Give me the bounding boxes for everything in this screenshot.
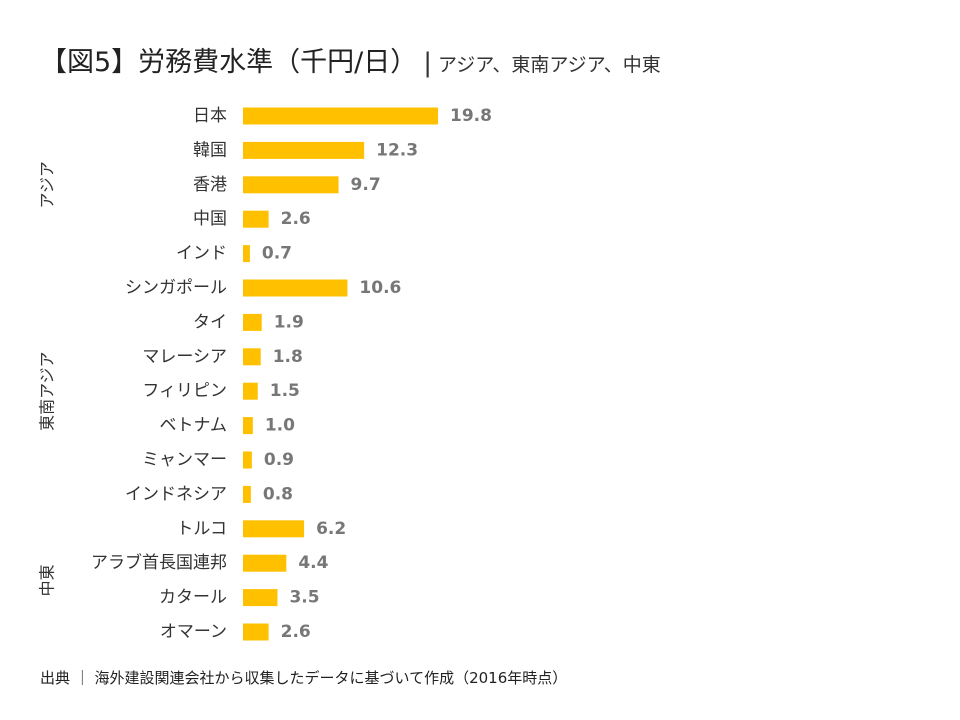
category-label: インドネシア <box>125 484 227 504</box>
value-label: 12.3 <box>376 140 418 160</box>
group-label: 東南アジア <box>38 352 57 431</box>
bar <box>243 348 261 366</box>
group-label: アジア <box>38 161 57 208</box>
value-label: 0.7 <box>262 244 292 264</box>
category-label: 韓国 <box>193 140 227 160</box>
chart-subtitle: アジア、東南アジア、中東 <box>438 54 661 76</box>
bar <box>243 141 365 159</box>
category-label: マレーシア <box>142 347 227 367</box>
value-label: 0.9 <box>264 450 294 470</box>
group-label: 中東 <box>38 564 57 596</box>
value-label: 6.2 <box>316 519 346 539</box>
bar <box>243 485 251 503</box>
bar <box>243 623 269 641</box>
value-label: 2.6 <box>281 622 311 642</box>
category-label: 中国 <box>193 209 227 229</box>
value-label: 1.0 <box>265 416 295 436</box>
value-label: 2.6 <box>281 209 311 229</box>
value-label: 9.7 <box>351 175 381 195</box>
category-label: カタール <box>159 588 227 608</box>
category-label: トルコ <box>176 519 227 539</box>
chart-title: 【図5】労務費水準（千円/日） | アジア、東南アジア、中東 <box>40 40 661 79</box>
value-label: 10.6 <box>359 278 401 298</box>
category-label: アラブ首長国連邦 <box>91 552 227 573</box>
bar <box>243 176 339 194</box>
bar <box>243 451 252 469</box>
category-label: 香港 <box>193 175 227 195</box>
bar <box>243 107 439 125</box>
bar <box>243 210 269 228</box>
bar <box>243 245 250 263</box>
value-label: 4.4 <box>298 553 328 573</box>
category-label: インド <box>176 244 227 264</box>
bar <box>243 520 305 538</box>
category-label: ベトナム <box>160 416 228 436</box>
value-label: 19.8 <box>450 106 492 126</box>
bar-chart: 日本 19.8 韓国 12.3 香港 9.7 中国 2.6 インド 0.7 シンガポール 10.6 タイ… <box>38 106 492 642</box>
chart-title-main: 【図5】労務費水準（千円/日） <box>40 47 418 78</box>
category-label: フィリピン <box>142 381 227 401</box>
bar <box>243 279 348 297</box>
value-label: 0.8 <box>263 484 293 504</box>
bar <box>243 589 278 607</box>
bar <box>243 382 258 400</box>
bar <box>243 313 262 331</box>
source-note: 出典 ｜ 海外建設関連会社から収集したデータに基づいて作成（2016年時点） <box>40 669 568 687</box>
title-separator: | <box>423 48 433 78</box>
category-label: 日本 <box>193 106 227 126</box>
value-label: 1.8 <box>273 347 303 367</box>
value-label: 1.5 <box>270 381 300 401</box>
category-label: シンガポール <box>125 278 227 298</box>
category-label: ミャンマー <box>142 450 227 470</box>
value-label: 1.9 <box>274 312 304 332</box>
category-label: オマーン <box>160 622 227 642</box>
bar <box>243 417 253 435</box>
value-label: 3.5 <box>289 588 319 608</box>
bar <box>243 554 287 572</box>
category-label: タイ <box>193 312 227 332</box>
